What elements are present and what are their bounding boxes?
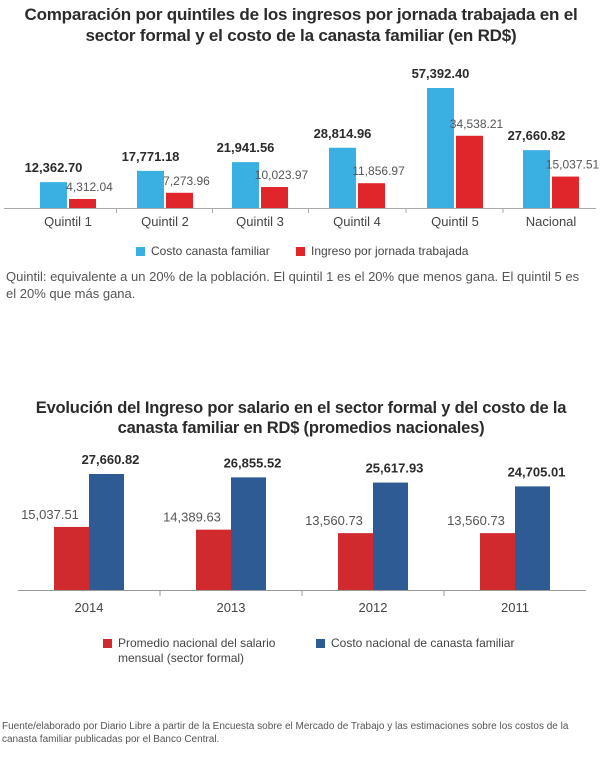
x-tick-label-3: Quintil 4 — [333, 214, 381, 229]
bar-canasta-5 — [523, 150, 550, 208]
x-tick-label-0: Quintil 1 — [44, 214, 92, 229]
data-label-canasta-0: 12,362.70 — [25, 160, 83, 175]
data-label-salario-0: 15,037.51 — [21, 507, 79, 522]
bar-salario-0 — [54, 526, 89, 590]
chart1-title: Comparación por quintiles de los ingreso… — [24, 5, 578, 45]
bar-ingreso-0 — [69, 198, 96, 208]
x-tick-label-year-3: 2011 — [501, 600, 529, 615]
x-tick-label-5: Nacional — [526, 214, 577, 229]
data-label-salario-2: 13,560.73 — [305, 513, 363, 528]
data-label-salario-3: 13,560.73 — [447, 513, 505, 528]
bar-canasta-0 — [40, 182, 67, 208]
legend-swatch-salario — [103, 639, 112, 648]
legend-swatch-canasta — [136, 247, 145, 256]
chart1-legend-item-canasta: Costo canasta familiar — [136, 244, 270, 258]
bar-salario-1 — [196, 529, 231, 590]
data-label-costo-2: 25,617.93 — [366, 461, 424, 476]
data-label-ingreso-4: 34,538.21 — [450, 117, 504, 131]
bar-canasta-3 — [329, 147, 356, 208]
bar-ingreso-5 — [552, 176, 579, 208]
data-label-canasta-2: 21,941.56 — [217, 140, 275, 155]
quintil-note: Quintil: equivalente a un 20% de la pobl… — [6, 269, 580, 301]
legend-label-canasta: Costo canasta familiar — [151, 244, 270, 258]
data-label-salario-1: 14,389.63 — [163, 510, 221, 525]
chart2-plot: 15,037.51 27,660.82 2014 14,389.63 26,855.52… — [18, 452, 586, 615]
data-label-ingreso-1: 7,273.96 — [163, 174, 210, 188]
chart1-plot: 12,362.70 4,312.04 Quintil 1 17,771.18 7,273… — [4, 66, 600, 229]
x-tick-label-1: Quintil 2 — [141, 214, 189, 229]
legend-label-salario: Promedio nacional del salario mensual (s… — [118, 636, 276, 665]
x-tick-label-year-1: 2013 — [217, 600, 246, 615]
bar-canasta-1 — [137, 170, 164, 208]
data-label-costo-1: 26,855.52 — [224, 455, 282, 470]
chart2-legend-item-salario: Promedio nacional del salario mensual (s… — [103, 636, 303, 666]
data-label-canasta-1: 17,771.18 — [122, 149, 180, 164]
legend-label-costo: Costo nacional de canasta familiar — [331, 636, 515, 650]
bar-canasta-4 — [427, 88, 454, 208]
bar-ingreso-2 — [261, 187, 288, 208]
data-label-ingreso-5: 15,037.51 — [546, 158, 600, 172]
bar-salario-2 — [338, 533, 373, 590]
bar-ingreso-1 — [166, 192, 193, 208]
source-note: Fuente/elaborado por Diario Libre a part… — [2, 721, 569, 745]
bar-costo-3 — [515, 486, 550, 590]
bar-costo-0 — [89, 474, 124, 590]
data-label-ingreso-2: 10,023.97 — [255, 168, 309, 182]
legend-swatch-costo — [316, 639, 325, 648]
data-label-costo-0: 27,660.82 — [82, 452, 140, 467]
bar-salario-3 — [480, 533, 515, 590]
data-label-canasta-4: 57,392.40 — [412, 66, 470, 81]
chart2-title: Evolución del Ingreso por salario en el … — [35, 399, 567, 437]
x-tick-label-4: Quintil 5 — [431, 214, 479, 229]
chart1-legend-item-ingreso: Ingreso por jornada trabajada — [296, 244, 468, 258]
bar-costo-1 — [231, 477, 266, 590]
x-tick-label-2: Quintil 3 — [236, 214, 284, 229]
x-tick-label-year-0: 2014 — [75, 600, 104, 615]
bar-costo-2 — [373, 482, 408, 590]
legend-label-ingreso: Ingreso por jornada trabajada — [311, 244, 469, 258]
data-label-ingreso-3: 11,856.97 — [352, 164, 405, 178]
chart2-legend-item-costo: Costo nacional de canasta familiar — [316, 636, 514, 650]
bar-ingreso-4 — [456, 135, 483, 208]
data-label-canasta-5: 27,660.82 — [508, 128, 566, 143]
x-tick-label-year-2: 2012 — [359, 600, 388, 615]
bar-canasta-2 — [232, 162, 259, 208]
data-label-canasta-3: 28,814.96 — [314, 126, 372, 141]
legend-swatch-ingreso — [296, 247, 305, 256]
data-label-ingreso-0: 4,312.04 — [66, 180, 113, 194]
data-label-costo-3: 24,705.01 — [508, 464, 566, 479]
bar-ingreso-3 — [358, 183, 385, 208]
